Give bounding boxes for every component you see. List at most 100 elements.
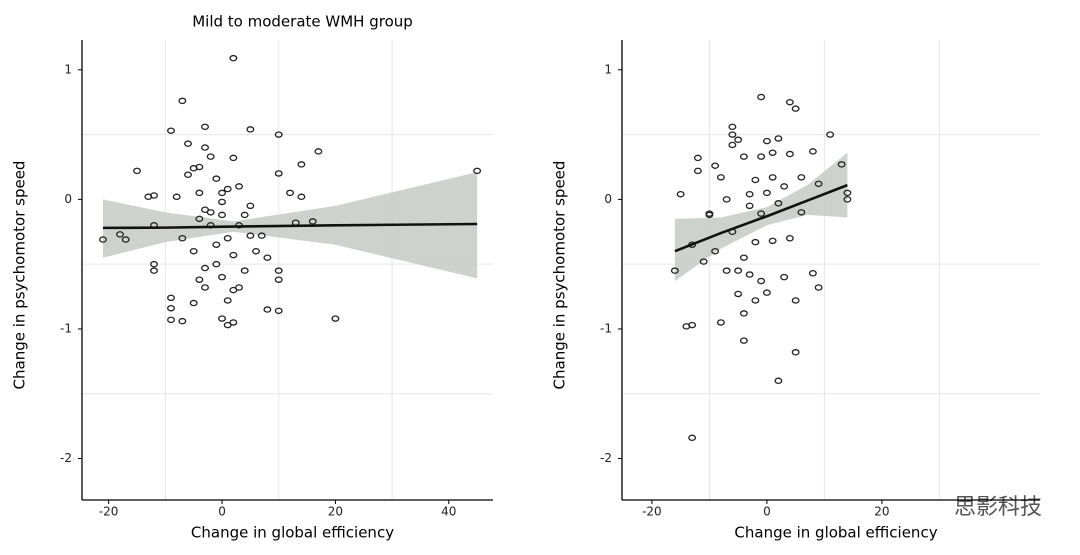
point [762, 189, 771, 197]
point [274, 276, 283, 283]
point [212, 175, 221, 182]
point [201, 284, 209, 291]
point [739, 254, 748, 261]
point [808, 148, 817, 155]
point [780, 183, 789, 190]
y-tick-label: 1 [604, 62, 612, 76]
point [780, 273, 789, 281]
x-tick-label: -20 [642, 505, 662, 519]
point [768, 149, 777, 156]
point [739, 310, 748, 317]
point [751, 238, 760, 246]
y-tick-label: -2 [60, 451, 72, 465]
point [699, 258, 708, 265]
point [711, 247, 720, 255]
point [693, 167, 702, 175]
point [229, 54, 238, 62]
point [195, 276, 204, 283]
point [297, 161, 306, 168]
point [263, 306, 272, 313]
point [229, 154, 238, 162]
point [837, 161, 846, 168]
x-tick-label: 0 [218, 505, 226, 519]
point [235, 183, 243, 190]
point [206, 209, 215, 216]
point [99, 236, 107, 243]
point [297, 193, 306, 201]
point [751, 297, 760, 304]
watermark: 思影科技 [954, 495, 1042, 520]
point [768, 237, 777, 245]
point [768, 174, 777, 181]
y-tick-label: 1 [64, 62, 72, 76]
point [240, 211, 249, 219]
point [218, 189, 226, 197]
point [150, 260, 158, 268]
point [734, 290, 743, 298]
point [223, 297, 232, 304]
point [201, 123, 209, 131]
point [201, 144, 209, 151]
point [791, 105, 800, 112]
point [212, 241, 221, 248]
point [263, 254, 272, 261]
point [705, 210, 714, 217]
point [274, 307, 283, 315]
x-tick-label: 20 [328, 505, 343, 519]
point [688, 434, 697, 442]
point [121, 236, 130, 243]
point [246, 232, 255, 239]
point [739, 337, 748, 344]
point [223, 185, 232, 193]
point [843, 196, 852, 203]
point [797, 209, 806, 216]
point [745, 271, 754, 278]
point [274, 267, 283, 274]
point [229, 251, 238, 259]
point [473, 167, 482, 175]
point [826, 131, 835, 138]
x-axis-label: Change in global efficiency [191, 524, 394, 542]
point [676, 190, 685, 198]
point [235, 284, 243, 291]
point [728, 141, 737, 149]
point [167, 304, 175, 312]
point [178, 317, 187, 325]
point [739, 153, 748, 160]
point [184, 140, 192, 147]
regression-line [674, 183, 848, 253]
point [791, 349, 800, 356]
point [172, 193, 181, 201]
point [218, 198, 226, 206]
point [195, 215, 204, 223]
point [150, 267, 158, 274]
point [286, 189, 295, 197]
point [274, 131, 283, 138]
point [246, 202, 255, 210]
point [189, 247, 198, 255]
point [814, 180, 823, 188]
point [670, 267, 679, 274]
point [808, 269, 817, 277]
point [785, 98, 794, 106]
point [762, 289, 771, 296]
point [218, 211, 226, 219]
point [206, 153, 215, 160]
y-axis-label: Change in psychomotor speed [11, 161, 29, 390]
x-axis-label: Change in global efficiency [734, 524, 937, 542]
point [785, 235, 794, 242]
point [240, 267, 249, 274]
point [195, 163, 204, 171]
point [218, 273, 226, 281]
regression-line [102, 222, 478, 230]
point [728, 123, 737, 131]
point [797, 174, 806, 181]
point [722, 267, 731, 274]
point [791, 297, 800, 304]
point [246, 126, 255, 133]
point [314, 148, 323, 155]
point [722, 196, 731, 203]
point [252, 247, 260, 255]
point [711, 162, 720, 169]
